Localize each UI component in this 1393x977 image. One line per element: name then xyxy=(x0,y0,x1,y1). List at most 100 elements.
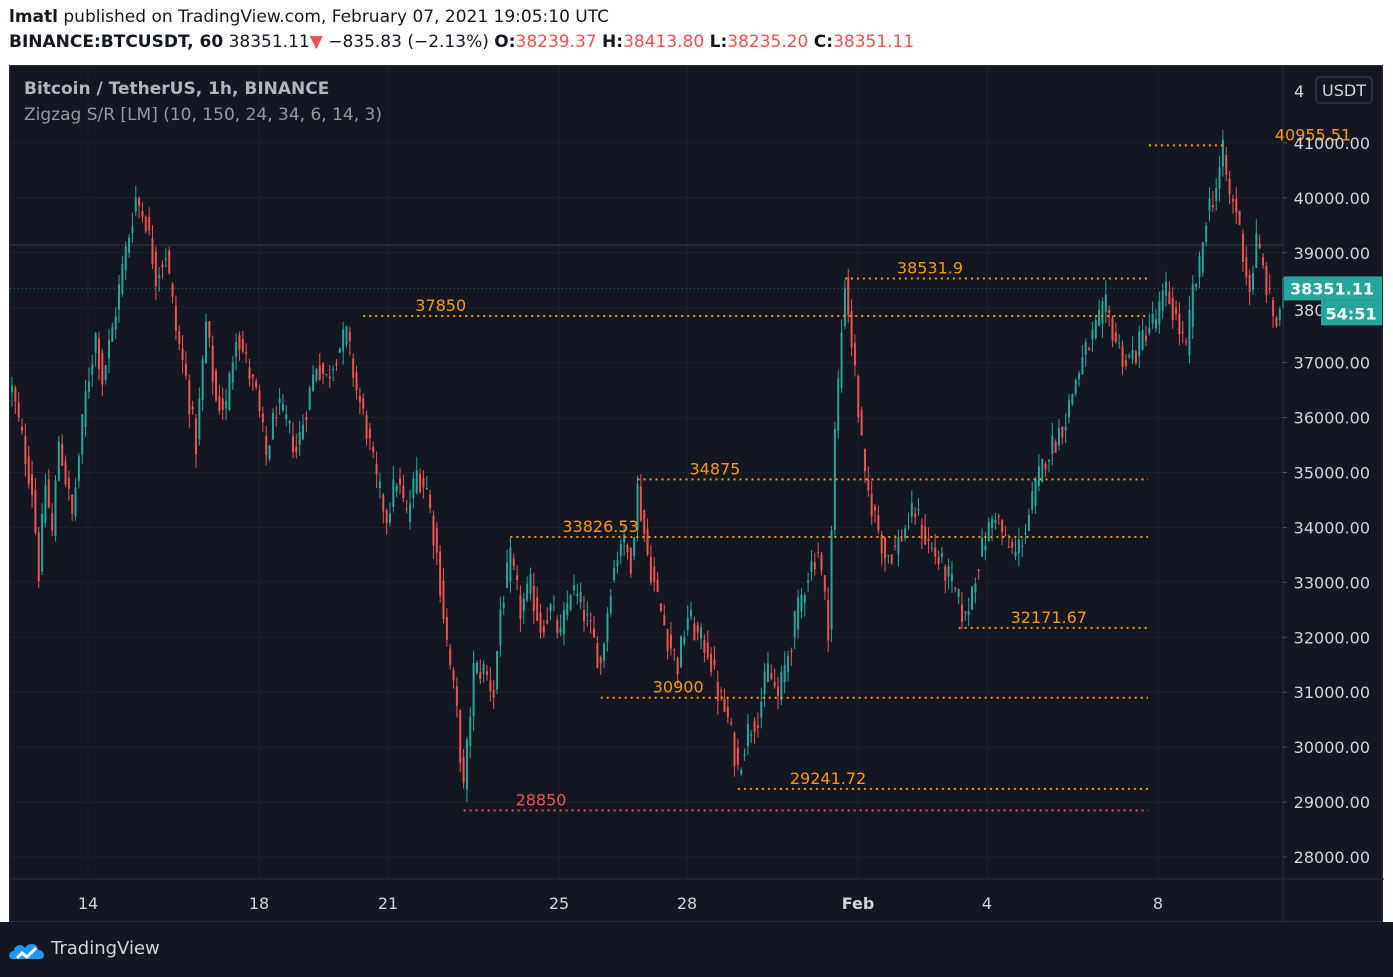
candle-body xyxy=(141,211,144,217)
candle-body xyxy=(944,566,947,581)
sr-level-label: 34875 xyxy=(690,459,741,478)
candle-body xyxy=(1034,479,1037,506)
candle-body xyxy=(1195,283,1198,287)
candle-body xyxy=(649,556,652,583)
candle-body xyxy=(64,461,67,485)
candle-body xyxy=(412,478,415,498)
candle-body xyxy=(656,579,659,592)
author-name[interactable]: lmatl xyxy=(9,7,58,27)
candle-body xyxy=(288,420,291,424)
candlestick-chart[interactable]: 40955.51 38531.9 37850 34875 33826.53 32171.6… xyxy=(10,66,1384,923)
candle-body xyxy=(1068,399,1071,418)
candle-body xyxy=(773,682,776,687)
candle-body xyxy=(1141,330,1144,350)
candle-body xyxy=(1178,313,1181,335)
candle-body xyxy=(542,626,545,633)
candle-body xyxy=(994,520,997,523)
candle-body xyxy=(151,238,154,265)
candle-body xyxy=(552,606,555,608)
candle-body xyxy=(1031,491,1034,510)
candle-body xyxy=(1255,233,1258,268)
candle-body xyxy=(479,672,482,679)
candle-body xyxy=(208,321,211,339)
candle-body xyxy=(429,494,432,509)
tradingview-brand[interactable]: TradingView xyxy=(51,938,160,959)
candle-body xyxy=(770,673,773,680)
candle-body xyxy=(867,479,870,491)
time-tick-label: 4 xyxy=(982,894,992,913)
candle-body xyxy=(372,447,375,452)
candle-body xyxy=(37,532,40,582)
candle-body xyxy=(419,473,422,493)
candle-body xyxy=(415,470,418,493)
candle-body xyxy=(1118,342,1121,344)
candle-body xyxy=(950,574,953,582)
chart-legend-title[interactable]: Bitcoin / TetherUS, 1h, BINANCE xyxy=(24,79,330,99)
candle-body xyxy=(1265,266,1268,296)
candle-body xyxy=(61,443,64,466)
open-label: O: xyxy=(494,32,516,52)
candle-body xyxy=(1268,287,1271,290)
candle-body xyxy=(131,226,134,234)
candle-body xyxy=(1198,256,1201,278)
candle-body xyxy=(54,480,57,536)
candle-body xyxy=(318,365,321,380)
candle-body xyxy=(710,653,713,673)
symbol-label: BINANCE:BTCUSDT, 60 xyxy=(9,32,224,52)
candle-body xyxy=(91,364,94,375)
candle-body xyxy=(205,321,208,363)
candle-body xyxy=(703,639,706,654)
candle-body xyxy=(532,585,535,612)
candle-body xyxy=(763,671,766,694)
candle-body xyxy=(74,487,77,517)
candle-body xyxy=(1245,257,1248,277)
candle-body xyxy=(335,363,338,366)
candle-body xyxy=(1071,393,1074,404)
candle-body xyxy=(138,198,141,206)
candle-body xyxy=(817,551,820,553)
candle-body xyxy=(981,537,984,557)
candle-body xyxy=(308,387,311,410)
candle-body xyxy=(843,288,846,327)
sr-level-label: 40955.51 xyxy=(1275,125,1351,144)
candle-body xyxy=(633,537,636,556)
candle-body xyxy=(101,352,104,385)
candle-body xyxy=(676,658,679,675)
candle-body xyxy=(342,329,345,352)
candle-body xyxy=(325,373,328,375)
candle-body xyxy=(34,489,37,533)
candle-body xyxy=(760,701,763,718)
candle-body xyxy=(77,456,80,481)
candle-body xyxy=(355,372,358,391)
candle-body xyxy=(1185,341,1188,343)
chart-panel[interactable]: 40955.51 38531.9 37850 34875 33826.53 32171.6… xyxy=(9,65,1384,923)
countdown-label: 54:51 xyxy=(1326,304,1377,323)
time-tick-label: 21 xyxy=(378,894,398,913)
candle-body xyxy=(1165,281,1168,296)
candle-body xyxy=(820,554,823,571)
candle-body xyxy=(582,610,585,622)
candle-body xyxy=(506,562,509,588)
candle-body xyxy=(877,514,880,531)
candle-body xyxy=(332,368,335,371)
candle-body xyxy=(168,250,171,273)
candle-body xyxy=(181,348,184,361)
candle-body xyxy=(231,362,234,383)
candle-body xyxy=(154,251,157,287)
candle-body xyxy=(857,376,860,418)
candle-body xyxy=(84,391,87,428)
candle-body xyxy=(934,547,937,557)
candle-body xyxy=(803,595,806,603)
indicator-legend[interactable]: Zigzag S/R [LM] (10, 150, 24, 34, 6, 14,… xyxy=(24,105,382,125)
candle-body xyxy=(526,583,529,600)
candle-body xyxy=(81,414,84,455)
candle-body xyxy=(807,580,810,583)
candle-body xyxy=(1098,309,1101,326)
candle-body xyxy=(793,611,796,638)
candle-body xyxy=(218,396,221,411)
candle-body xyxy=(686,617,689,631)
candle-body xyxy=(653,566,656,583)
candle-body xyxy=(1084,341,1087,355)
candle-body xyxy=(432,515,435,546)
price-tick-label: 31000.00 xyxy=(1294,683,1370,702)
